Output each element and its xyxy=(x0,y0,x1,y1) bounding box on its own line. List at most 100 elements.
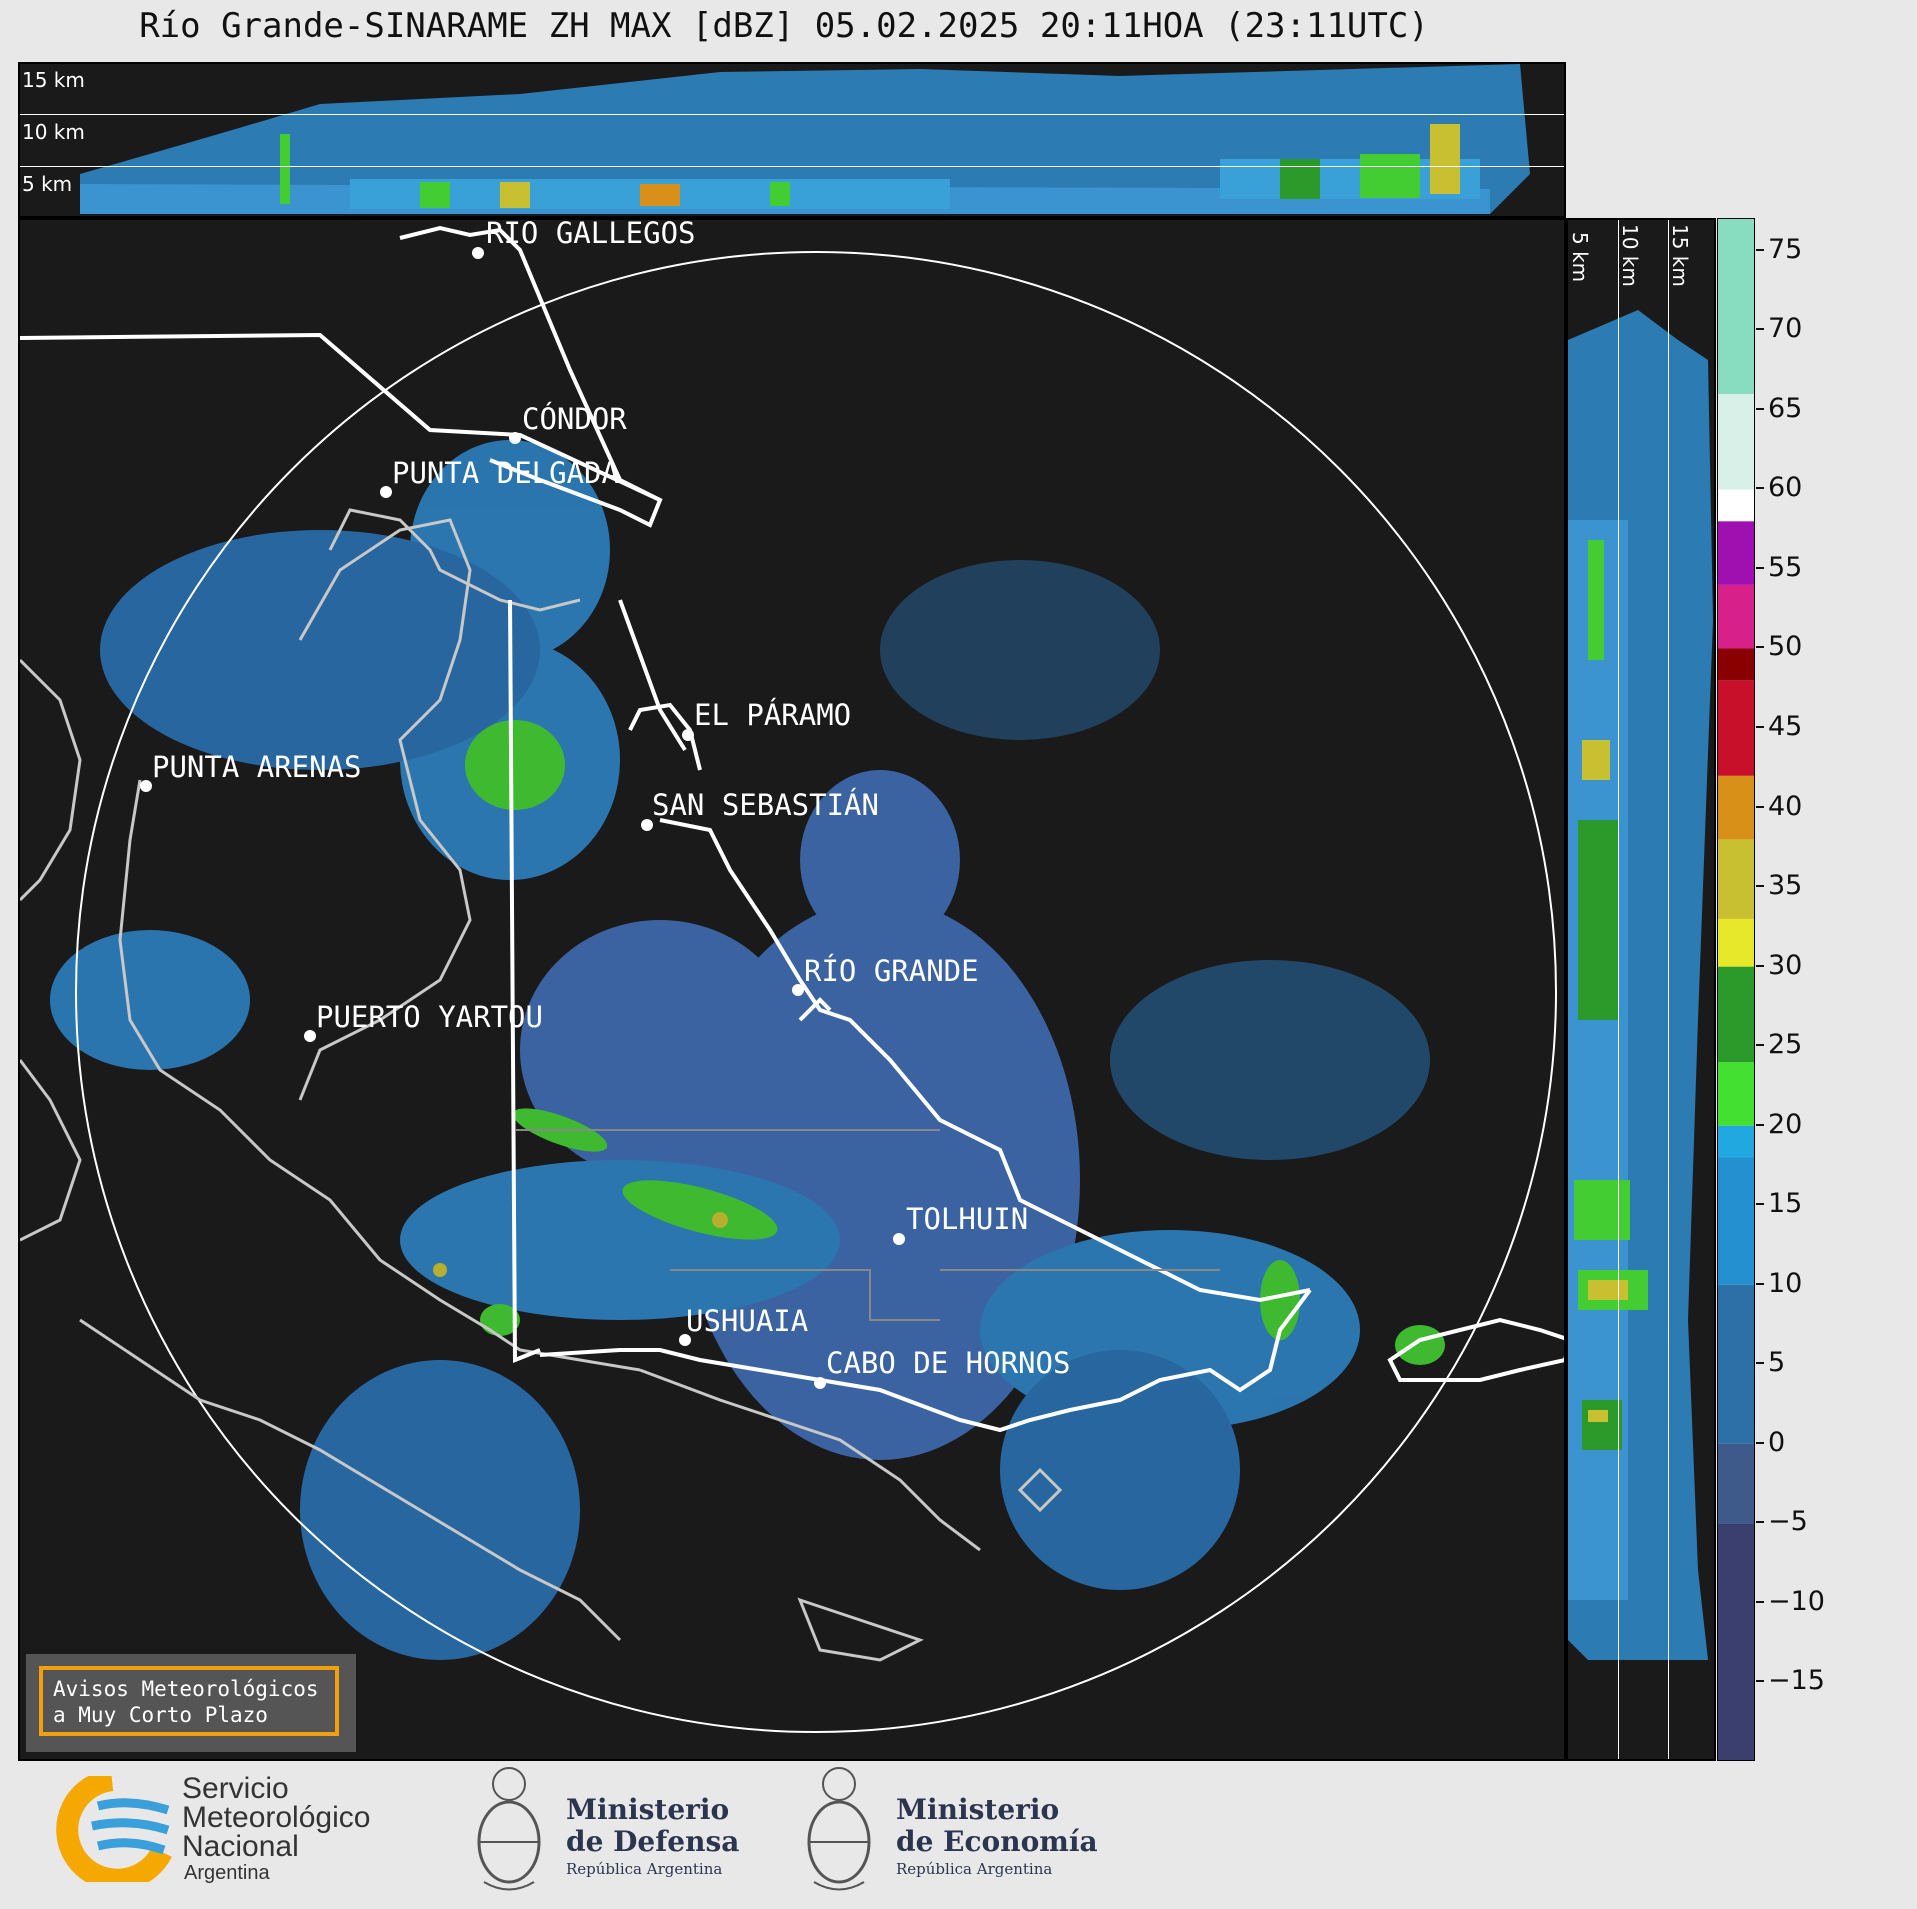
radar-echoes xyxy=(50,440,1445,1660)
city-label-punta-delgada: PUNTA DELGADA xyxy=(392,456,619,490)
colorbar-segment xyxy=(1718,521,1754,585)
colorbar-tick-mark xyxy=(1756,487,1764,490)
colorbar-tick-label: 55 xyxy=(1768,551,1803,583)
colorbar-tick-label: 65 xyxy=(1768,392,1803,424)
colorbar-segment xyxy=(1718,1062,1754,1126)
defensa-logo-subtext: República Argentina xyxy=(566,1860,723,1878)
colorbar-segment xyxy=(1718,648,1754,681)
colorbar-tick-mark xyxy=(1756,1282,1764,1285)
colorbar-segment xyxy=(1718,918,1754,967)
radar-map[interactable]: RÍO GALLEGOS CÓNDOR PUNTA DELGADA EL PÁR… xyxy=(18,218,1566,1761)
colorbar-segment xyxy=(1718,775,1754,840)
colorbar-tick-label: −5 xyxy=(1768,1506,1808,1538)
city-label-cabo-de-hornos: CABO DE HORNOS xyxy=(826,1346,1071,1380)
colorbar-segment xyxy=(1718,1284,1754,1444)
colorbar-tick-mark xyxy=(1756,805,1764,808)
escudo-economia-icon xyxy=(807,1767,871,1891)
province-lines xyxy=(515,1129,1220,1321)
city-label-rio-gallegos: RÍO GALLEGOS xyxy=(486,218,696,250)
colorbar-segment xyxy=(1718,680,1754,776)
escudo-defensa-icon xyxy=(477,1767,541,1891)
isla-de-los-estados xyxy=(1387,1317,1564,1382)
colorbar-tick-mark xyxy=(1756,407,1764,410)
colorbar-segment xyxy=(1718,1443,1754,1524)
km-label-15: 15 km xyxy=(22,68,85,92)
colorbar-tick-mark xyxy=(1756,1044,1764,1047)
colorbar-tick-label: 35 xyxy=(1768,870,1803,902)
side-cross-section-panel: 5 km 10 km 15 km xyxy=(1566,218,1716,1761)
km-label-5: 5 km xyxy=(22,172,73,196)
top-cross-section-echoes xyxy=(80,64,1530,214)
colorbar-tick-mark xyxy=(1756,1441,1764,1444)
defensa-logo-text: Ministerio de Defensa xyxy=(566,1793,740,1858)
city-label-tolhuin: TOLHUIN xyxy=(906,1202,1029,1236)
km-label-10: 10 km xyxy=(22,120,85,144)
notice-line-1: Avisos Meteorológicos xyxy=(53,1677,319,1701)
colorbar-segment xyxy=(1718,1125,1754,1158)
colorbar-tick-label: 25 xyxy=(1768,1029,1803,1061)
colorbar-tick-label: 50 xyxy=(1768,631,1803,663)
city-label-puerto-yartou: PUERTO YARTOU xyxy=(316,1000,543,1034)
colorbar-segment xyxy=(1718,966,1754,1063)
city-label-condor: CÓNDOR xyxy=(522,402,627,436)
gridline-5km xyxy=(20,166,1564,167)
smn-logo-text: Servicio Meteorológico Nacional Argentin… xyxy=(182,1772,371,1885)
colorbar-tick-label: 10 xyxy=(1768,1267,1803,1299)
radar-map-layer xyxy=(20,225,1564,1733)
colorbar-segment xyxy=(1718,219,1754,394)
top-cross-section-panel: 15 km 10 km 5 km xyxy=(18,62,1566,218)
colorbar-tick-mark xyxy=(1756,1362,1764,1365)
colorbar xyxy=(1717,218,1755,1761)
colorbar-tick-label: 70 xyxy=(1768,313,1803,345)
colorbar-tick-mark xyxy=(1756,566,1764,569)
colorbar-tick-label: 30 xyxy=(1768,949,1803,981)
colorbar-tick-mark xyxy=(1756,248,1764,251)
colorbar-tick-mark xyxy=(1756,885,1764,888)
colorbar-segment xyxy=(1718,489,1754,522)
colorbar-tick-label: 75 xyxy=(1768,233,1803,265)
city-label-rio-grande: RÍO GRANDE xyxy=(804,954,979,988)
side-km-label-15: 15 km xyxy=(1668,224,1692,287)
colorbar-tick-mark xyxy=(1756,1680,1764,1683)
city-label-san-sebastian: SAN SEBASTIÁN xyxy=(652,788,879,822)
notice-box: Avisos Meteorológicos a Muy Corto Plazo xyxy=(26,1654,356,1752)
side-cross-section-echoes xyxy=(1568,310,1713,1660)
colorbar-tick-mark xyxy=(1756,328,1764,331)
colorbar-tick-mark xyxy=(1756,726,1764,729)
colorbar-segment xyxy=(1718,393,1754,490)
smn-logo-icon xyxy=(56,1776,172,1882)
colorbar-tick-label: 5 xyxy=(1768,1347,1786,1379)
colorbar-segment xyxy=(1718,1157,1754,1285)
colorbar-tick-mark xyxy=(1756,1123,1764,1126)
radar-range-circle xyxy=(75,251,1557,1733)
economia-logo-text: Ministerio de Economía xyxy=(896,1793,1098,1858)
side-km-label-5: 5 km xyxy=(1568,232,1592,283)
colorbar-segment xyxy=(1718,839,1754,919)
borders xyxy=(20,225,1312,1433)
gridline-10km xyxy=(20,114,1564,115)
colorbar-tick-mark xyxy=(1756,1600,1764,1603)
economia-logo-subtext: República Argentina xyxy=(896,1860,1053,1878)
colorbar-segment xyxy=(1718,1523,1754,1760)
colorbar-tick-label: 15 xyxy=(1768,1188,1803,1220)
colorbar-tick-label: 40 xyxy=(1768,790,1803,822)
city-label-ushuaia: USHUAIA xyxy=(686,1304,809,1338)
notice-line-2: a Muy Corto Plazo xyxy=(53,1703,268,1727)
side-km-label-10: 10 km xyxy=(1618,224,1642,287)
colorbar-tick-label: 60 xyxy=(1768,472,1803,504)
city-label-punta-arenas: PUNTA ARENAS xyxy=(152,750,362,784)
colorbar-tick-label: 0 xyxy=(1768,1426,1786,1458)
colorbar-tick-mark xyxy=(1756,1521,1764,1524)
notice-inner: Avisos Meteorológicos a Muy Corto Plazo xyxy=(39,1666,339,1736)
colorbar-tick-mark xyxy=(1756,646,1764,649)
gridline-10km-vertical xyxy=(1668,220,1669,1759)
page-title: Río Grande-SINARAME ZH MAX [dBZ] 05.02.2… xyxy=(139,6,1429,46)
colorbar-tick-label: −10 xyxy=(1768,1585,1825,1617)
colorbar-segment xyxy=(1718,584,1754,649)
colorbar-tick-label: 45 xyxy=(1768,711,1803,743)
city-dots xyxy=(140,247,905,1389)
city-label-el-paramo: EL PÁRAMO xyxy=(694,698,852,732)
gridline-5km-vertical xyxy=(1618,220,1619,1759)
colorbar-tick-mark xyxy=(1756,1203,1764,1206)
colorbar-tick-label: −15 xyxy=(1768,1665,1825,1697)
